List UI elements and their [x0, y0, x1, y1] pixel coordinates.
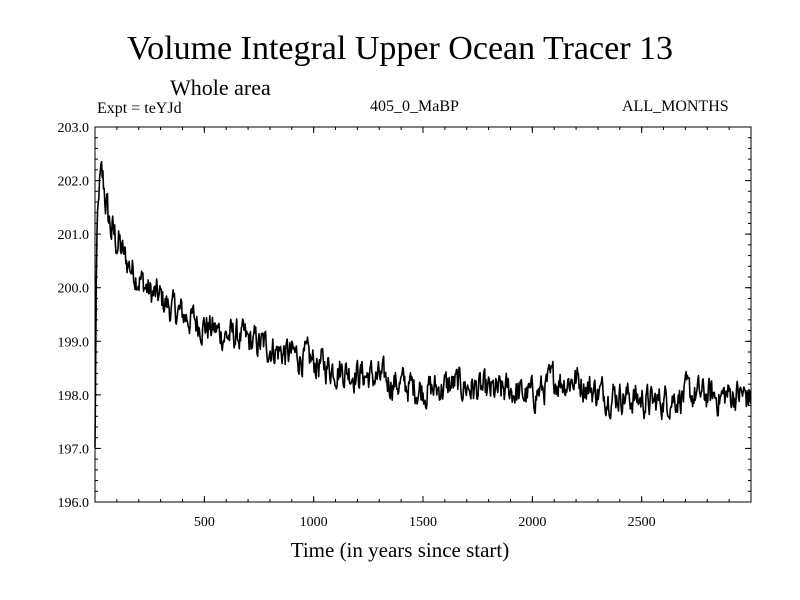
x-tick-label: 2500 [628, 515, 656, 530]
x-tick-label: 1000 [300, 515, 328, 530]
chart-title: Volume Integral Upper Ocean Tracer 13 [126, 30, 674, 67]
axis-ticks: 196.0 197.0 198.0 199.0 200.0 201.0 202.0 203.0… [58, 121, 751, 530]
series-layer [94, 160, 752, 448]
y-tick-label: 198.0 [58, 389, 90, 404]
y-tick-label: 196.0 [58, 496, 90, 511]
period-label: 405_0_MaBP [370, 98, 459, 115]
chart-subtitle: Whole area [170, 75, 271, 100]
experiment-label: Expt = teYJd [97, 100, 182, 117]
x-axis-label: Time (in years since start) [290, 538, 510, 562]
y-tick-label: 199.0 [58, 335, 90, 350]
y-tick-label: 202.0 [58, 175, 90, 190]
x-tick-label: 500 [194, 515, 215, 530]
y-tick-label: 203.0 [58, 121, 90, 136]
series-line [94, 160, 752, 448]
months-label: ALL_MONTHS [622, 98, 729, 115]
y-tick-label: 197.0 [58, 442, 90, 457]
x-tick-label: 1500 [409, 515, 437, 530]
y-tick-label: 201.0 [58, 228, 90, 243]
y-tick-label: 200.0 [58, 282, 90, 297]
x-tick-label: 2000 [518, 515, 546, 530]
